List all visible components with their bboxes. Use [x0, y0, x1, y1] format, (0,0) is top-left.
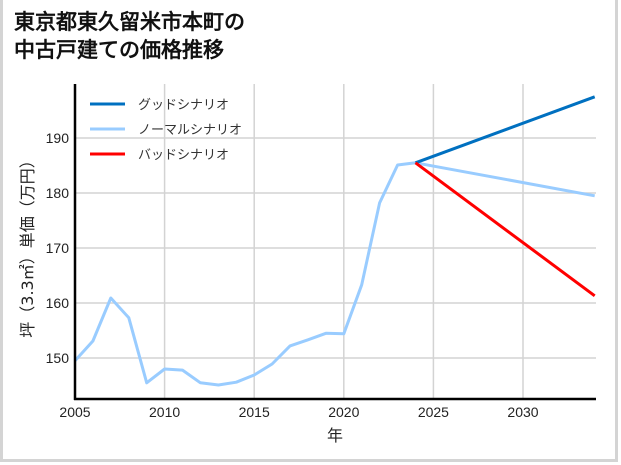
x-tick-label: 2005 — [59, 404, 90, 420]
y-tick-label: 150 — [46, 350, 70, 366]
y-axis-label: 坪（3.3㎡）単価（万円） — [18, 152, 37, 337]
legend-label: グッドシナリオ — [138, 98, 229, 113]
series-line — [414, 95, 596, 165]
x-tick-label: 2010 — [149, 404, 180, 420]
x-axis-label: 年 — [327, 426, 343, 445]
x-tick-label: 2025 — [418, 404, 449, 420]
tick-labels: 2005 2010 2015 2020 2025 2030 150 160 170 180 190 — [46, 130, 539, 420]
series-line — [73, 161, 595, 387]
y-tick-label: 160 — [46, 295, 70, 311]
chart-title: 東京都東久留米市本町の 中古戸建ての価格推移 — [14, 10, 245, 62]
legend-label: ノーマルシナリオ — [138, 123, 242, 138]
x-tick-label: 2020 — [328, 404, 359, 420]
series-line — [414, 161, 596, 298]
x-tick-label: 2030 — [507, 404, 538, 420]
x-tick-label: 2015 — [239, 404, 270, 420]
y-tick-label: 180 — [46, 185, 70, 201]
series-lines — [73, 95, 596, 387]
gridlines — [75, 84, 596, 399]
axes — [73, 84, 596, 401]
legend-label: バッドシナリオ — [138, 148, 229, 163]
y-tick-label: 190 — [46, 130, 70, 146]
y-tick-label: 170 — [46, 240, 70, 256]
